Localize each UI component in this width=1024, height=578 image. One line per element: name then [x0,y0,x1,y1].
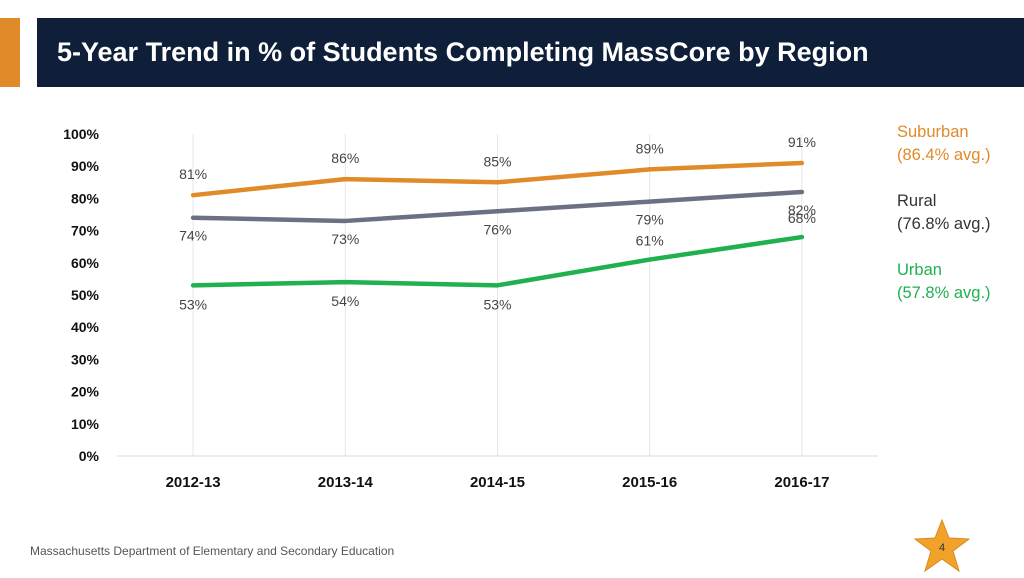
y-tick-label: 100% [63,126,99,142]
data-label-suburban: 81% [179,166,207,182]
series-line-suburban [190,160,805,198]
x-tick-label: 2012-13 [166,474,221,491]
data-label-urban: 61% [636,233,664,249]
data-label-suburban: 89% [636,140,664,156]
data-label-urban: 68% [788,210,816,226]
footer-text: Massachusetts Department of Elementary a… [30,544,395,558]
series-line-rural [190,189,805,224]
data-label-rural: 79% [636,212,664,228]
legend-suburban-avg: (86.4% avg.) [897,146,991,164]
legend-urban-name: Urban [897,261,942,279]
data-label-rural: 76% [483,221,511,237]
page-number-badge: 4 [912,518,972,574]
data-label-urban: 53% [179,296,207,312]
data-label-rural: 74% [179,228,207,244]
x-tick-label: 2016-17 [774,474,829,491]
title-bar: 5-Year Trend in % of Students Completing… [37,18,1024,87]
legend-urban: Urban (57.8% avg.) [897,259,991,305]
y-tick-label: 40% [71,319,100,335]
legend-urban-avg: (57.8% avg.) [897,284,991,302]
accent-bar [0,18,20,87]
data-label-urban: 53% [483,296,511,312]
x-tick-label: 2015-16 [622,474,677,491]
data-label-suburban: 91% [788,134,816,150]
page-title: 5-Year Trend in % of Students Completing… [57,37,869,67]
star-icon [913,518,971,573]
y-tick-label: 90% [71,158,100,174]
legend-suburban-name: Suburban [897,123,969,141]
page-number: 4 [938,542,946,554]
y-tick-label: 80% [71,190,100,206]
legend-rural-name: Rural [897,192,937,210]
x-tick-label: 2013-14 [318,474,374,491]
data-label-suburban: 86% [331,150,359,166]
y-tick-label: 0% [79,448,100,464]
y-tick-label: 10% [71,416,100,432]
series-line-urban [190,234,805,288]
data-label-rural: 73% [331,231,359,247]
y-tick-label: 50% [71,287,100,303]
legend-rural: Rural (76.8% avg.) [897,190,991,236]
y-tick-label: 70% [71,223,100,239]
x-tick-label: 2014-15 [470,474,525,491]
y-tick-label: 20% [71,384,100,400]
legend-rural-avg: (76.8% avg.) [897,215,991,233]
y-tick-label: 60% [71,255,100,271]
data-label-rural: 82% [788,202,816,218]
data-label-suburban: 85% [483,153,511,169]
y-tick-label: 30% [71,351,100,367]
legend-suburban: Suburban (86.4% avg.) [897,121,991,167]
data-label-urban: 54% [331,293,359,309]
